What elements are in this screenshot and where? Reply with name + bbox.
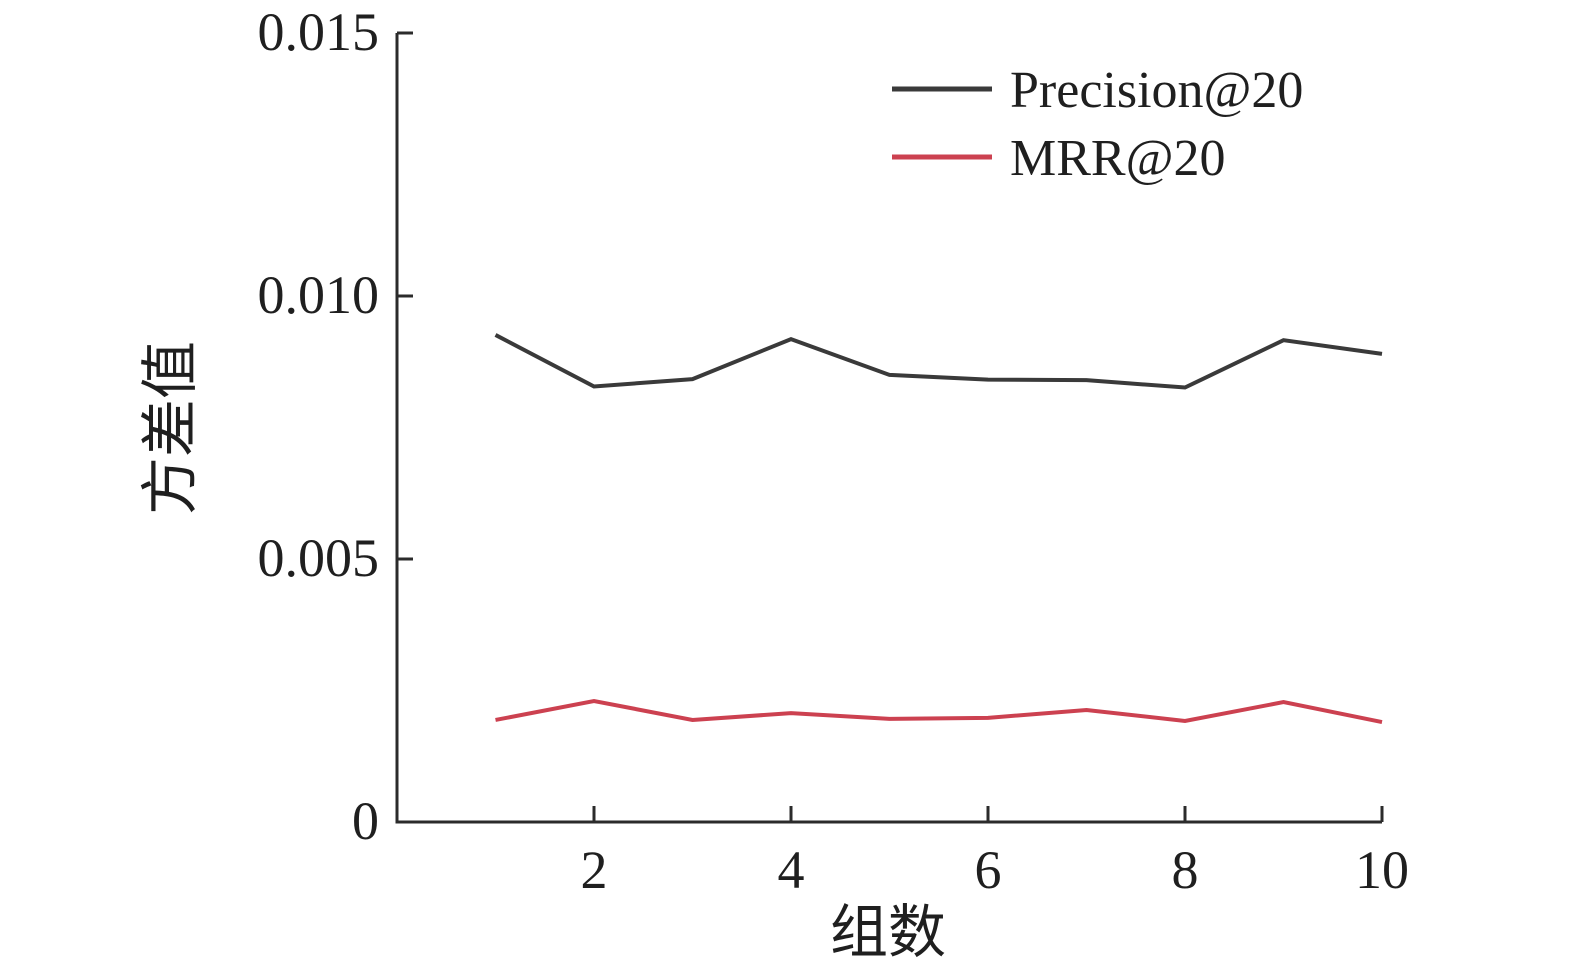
y-axis-label: 方差值 <box>138 341 203 515</box>
x-tick-label: 8 <box>1172 840 1199 900</box>
legend-entry-mrr: MRR@20 <box>892 130 1226 187</box>
legend-label-precision: Precision@20 <box>1010 62 1303 119</box>
y-tick-label: 0.010 <box>258 265 380 325</box>
y-tick-label: 0 <box>352 791 379 851</box>
legend-label-mrr: MRR@20 <box>1010 130 1226 187</box>
x-axis-label: 组数 <box>830 900 946 965</box>
x-tick-label: 6 <box>975 840 1002 900</box>
series-line-mrr-20 <box>495 698 1383 725</box>
legend: Precision@20 MRR@20 <box>892 62 1303 187</box>
x-tick-label: 4 <box>778 840 805 900</box>
x-tick-label: 2 <box>581 840 608 900</box>
y-axis-ticks: 0 0.005 0.010 0.015 <box>258 2 413 851</box>
legend-entry-precision: Precision@20 <box>892 62 1303 119</box>
axis-spines <box>395 33 1382 824</box>
series-lines <box>494 333 1383 725</box>
series-line-precision-20 <box>494 333 1383 390</box>
y-tick-label: 0.015 <box>258 2 380 62</box>
x-tick-label: 10 <box>1355 840 1409 900</box>
y-tick-label: 0.005 <box>258 528 380 588</box>
x-axis-ticks: 2 4 6 8 10 <box>581 806 1409 900</box>
